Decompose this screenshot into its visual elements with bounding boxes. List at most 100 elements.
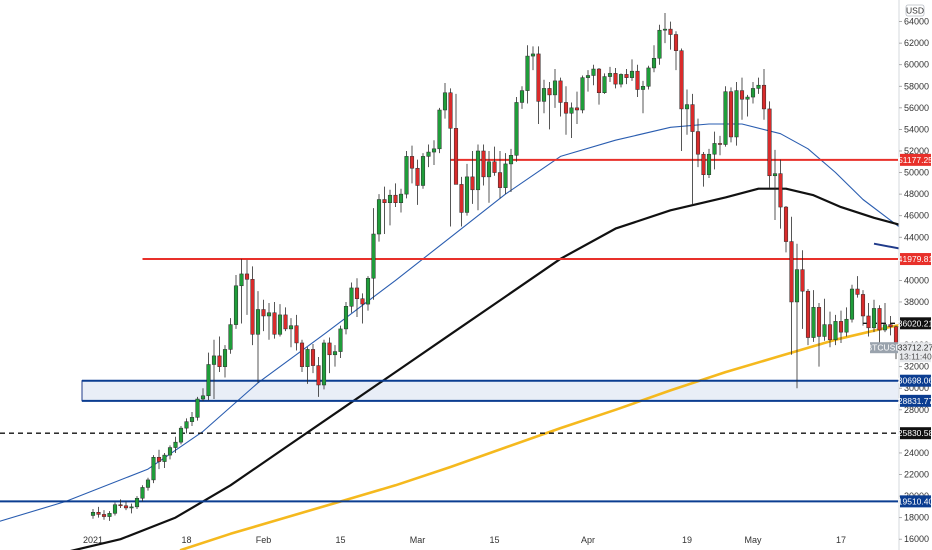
candle — [756, 77, 761, 94]
candle — [283, 307, 288, 332]
candle — [211, 339, 217, 400]
candle-body — [310, 349, 316, 366]
candle — [514, 97, 519, 162]
candle — [266, 303, 272, 340]
y-tick-label: 64000 — [904, 17, 929, 27]
y-tick-label: 50000 — [904, 168, 929, 178]
y-tick-label: 40000 — [904, 275, 929, 285]
candle-body — [321, 342, 327, 386]
candle — [591, 64, 596, 86]
candle — [624, 69, 629, 85]
candle — [437, 107, 442, 154]
candle — [189, 411, 195, 426]
candle-body — [651, 57, 657, 69]
candle — [618, 73, 624, 88]
candle — [580, 75, 585, 114]
candle — [827, 311, 833, 348]
candle — [552, 69, 558, 108]
candle — [250, 266, 255, 346]
candle-body — [849, 288, 855, 320]
candle-body — [723, 91, 728, 145]
candle-body — [497, 172, 503, 188]
candle — [882, 303, 888, 333]
candle-body — [618, 74, 624, 85]
candle — [492, 146, 497, 176]
candle-body — [442, 92, 448, 111]
candle — [140, 485, 145, 502]
y-tick-label: 60000 — [904, 60, 929, 70]
candle-body — [481, 150, 486, 178]
candle — [448, 88, 453, 227]
x-tick-label: May — [744, 535, 762, 545]
y-tick-label: 58000 — [904, 81, 929, 91]
candle — [354, 278, 360, 318]
candle — [338, 325, 343, 359]
candle — [602, 73, 607, 94]
candle — [360, 293, 365, 324]
candle-body — [662, 28, 668, 31]
price-badge-label: 41979.81 — [898, 254, 932, 264]
y-tick-label: 48000 — [904, 189, 929, 199]
candle-body — [189, 417, 195, 422]
candle — [129, 503, 134, 514]
candle-body — [767, 108, 772, 177]
price-badge-label: 28831.77 — [898, 396, 932, 406]
candle — [866, 303, 871, 337]
candle-body — [569, 107, 574, 114]
price-badge: 19510.40 — [898, 495, 932, 508]
y-tick-label: 30000 — [904, 383, 929, 393]
candle — [646, 65, 651, 90]
candle-body — [871, 308, 877, 329]
candle — [734, 81, 739, 146]
candle — [431, 140, 437, 165]
candle — [470, 150, 475, 204]
candle — [877, 305, 882, 346]
candle-body — [613, 73, 618, 85]
candle — [459, 176, 464, 227]
candle — [805, 289, 811, 346]
y-tick-label: 24000 — [904, 448, 929, 458]
candle-body — [101, 514, 107, 517]
y-tick-label: 52000 — [904, 146, 929, 156]
candle — [90, 509, 96, 519]
candle-body — [624, 74, 629, 78]
candle — [596, 67, 602, 105]
candle — [376, 194, 382, 242]
candle-body — [739, 90, 745, 100]
candle-body — [393, 194, 398, 203]
candle-body — [327, 342, 332, 356]
candle-body — [514, 102, 519, 156]
candle-body — [783, 206, 789, 242]
candle — [547, 81, 552, 130]
candle-body — [734, 90, 739, 138]
candle — [772, 149, 778, 220]
candle-body — [657, 29, 662, 59]
candle-body — [552, 80, 558, 96]
x-tick-label: 17 — [836, 535, 846, 545]
candle-body — [635, 70, 640, 90]
candle — [162, 452, 167, 469]
candle — [382, 186, 387, 235]
candle — [371, 208, 376, 300]
current-price-value: 33712.27 — [898, 343, 932, 353]
candle-body — [679, 50, 684, 110]
candle-body — [602, 76, 607, 93]
candle-body — [255, 309, 261, 335]
price-badge-bg — [900, 495, 931, 508]
candle — [723, 86, 728, 147]
y-tick-label: 18000 — [904, 513, 929, 523]
candle — [629, 59, 635, 81]
candle — [134, 496, 140, 510]
candle-body — [673, 34, 679, 51]
candle-body — [222, 349, 228, 367]
candle-body — [761, 84, 767, 110]
candle-body — [288, 325, 294, 330]
candle-body — [431, 148, 437, 153]
candle-body — [833, 321, 838, 340]
time-axis[interactable]: 2021 18 Feb 15 Mar 15 Apr 19 May 17 — [83, 535, 846, 545]
candle — [299, 339, 305, 373]
y-tick-label: 28000 — [904, 405, 929, 415]
candle-body — [184, 421, 189, 429]
candle-body — [547, 88, 552, 96]
